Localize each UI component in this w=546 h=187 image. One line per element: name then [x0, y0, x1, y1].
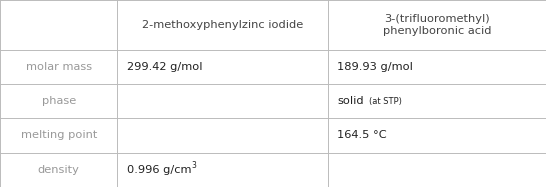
Text: phase: phase	[41, 96, 76, 106]
Text: density: density	[38, 165, 80, 175]
Text: melting point: melting point	[21, 131, 97, 140]
Text: 0.996 g/cm: 0.996 g/cm	[127, 165, 192, 175]
Text: 2-methoxyphenylzinc iodide: 2-methoxyphenylzinc iodide	[142, 20, 303, 30]
Text: molar mass: molar mass	[26, 62, 92, 72]
Text: 189.93 g/mol: 189.93 g/mol	[337, 62, 413, 72]
Text: 3-(trifluoromethyl)
phenylboronic acid: 3-(trifluoromethyl) phenylboronic acid	[383, 14, 491, 36]
Text: solid: solid	[337, 96, 364, 106]
Text: 3: 3	[192, 161, 197, 170]
Text: (at STP): (at STP)	[369, 97, 401, 106]
Text: 164.5 °C: 164.5 °C	[337, 131, 387, 140]
Text: 299.42 g/mol: 299.42 g/mol	[127, 62, 203, 72]
